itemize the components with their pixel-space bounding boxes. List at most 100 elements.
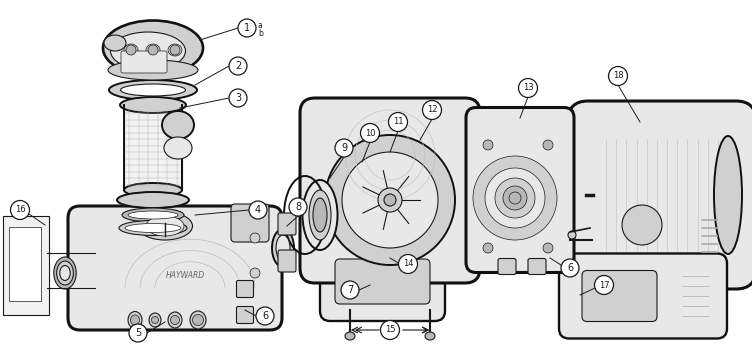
FancyBboxPatch shape: [68, 206, 282, 330]
Circle shape: [485, 168, 545, 228]
Ellipse shape: [149, 313, 161, 327]
Circle shape: [483, 243, 493, 253]
Ellipse shape: [128, 311, 142, 328]
Ellipse shape: [138, 212, 193, 240]
Circle shape: [11, 200, 29, 219]
Circle shape: [495, 178, 535, 218]
Text: 5: 5: [135, 328, 141, 338]
Text: 7: 7: [347, 285, 353, 295]
Text: 6: 6: [262, 311, 268, 321]
Ellipse shape: [345, 332, 355, 340]
Ellipse shape: [128, 211, 178, 219]
Ellipse shape: [120, 84, 186, 96]
FancyBboxPatch shape: [236, 281, 253, 298]
Ellipse shape: [164, 137, 192, 159]
Ellipse shape: [272, 229, 294, 267]
Ellipse shape: [171, 316, 180, 325]
FancyBboxPatch shape: [320, 246, 445, 321]
Text: 16: 16: [15, 206, 26, 215]
Text: 3: 3: [235, 93, 241, 103]
Ellipse shape: [250, 233, 260, 243]
Circle shape: [381, 320, 399, 339]
Circle shape: [518, 79, 538, 98]
Circle shape: [148, 45, 158, 55]
Ellipse shape: [54, 257, 76, 289]
Text: 9: 9: [341, 143, 347, 153]
Circle shape: [561, 259, 579, 277]
Ellipse shape: [168, 312, 182, 328]
Ellipse shape: [151, 317, 159, 324]
Circle shape: [229, 57, 247, 75]
FancyBboxPatch shape: [278, 213, 296, 235]
Ellipse shape: [59, 265, 70, 281]
Circle shape: [360, 124, 380, 143]
Ellipse shape: [309, 190, 331, 240]
Ellipse shape: [119, 220, 187, 236]
Circle shape: [473, 156, 557, 240]
Text: 11: 11: [393, 118, 403, 127]
Ellipse shape: [124, 183, 182, 197]
Ellipse shape: [104, 35, 126, 51]
Ellipse shape: [276, 235, 290, 261]
FancyBboxPatch shape: [559, 254, 727, 338]
Ellipse shape: [109, 80, 197, 100]
FancyBboxPatch shape: [335, 259, 430, 304]
Circle shape: [595, 275, 614, 294]
Circle shape: [423, 100, 441, 119]
Ellipse shape: [714, 136, 742, 254]
Text: 14: 14: [403, 260, 414, 268]
Ellipse shape: [122, 208, 184, 222]
Text: 12: 12: [426, 106, 437, 115]
FancyBboxPatch shape: [124, 105, 182, 190]
FancyBboxPatch shape: [231, 204, 269, 242]
Ellipse shape: [250, 268, 260, 278]
Circle shape: [543, 243, 553, 253]
Circle shape: [389, 112, 408, 131]
Text: a: a: [258, 21, 262, 30]
Ellipse shape: [125, 224, 181, 233]
Ellipse shape: [302, 180, 338, 250]
Circle shape: [256, 307, 274, 325]
Text: 1: 1: [244, 23, 250, 33]
Ellipse shape: [103, 20, 203, 75]
FancyBboxPatch shape: [466, 108, 574, 273]
Ellipse shape: [146, 216, 184, 236]
Ellipse shape: [313, 198, 327, 232]
Text: 4: 4: [255, 205, 261, 215]
Text: 13: 13: [523, 83, 533, 92]
Text: HAYWARD: HAYWARD: [165, 272, 205, 281]
Ellipse shape: [162, 111, 194, 139]
FancyBboxPatch shape: [3, 216, 49, 315]
Text: b: b: [258, 28, 263, 37]
FancyBboxPatch shape: [568, 101, 752, 289]
Circle shape: [483, 140, 493, 150]
Ellipse shape: [56, 261, 74, 285]
Text: 17: 17: [599, 281, 609, 290]
Text: 8: 8: [295, 202, 301, 212]
Circle shape: [341, 281, 359, 299]
Circle shape: [622, 205, 662, 245]
Circle shape: [126, 45, 136, 55]
FancyBboxPatch shape: [582, 271, 657, 321]
Ellipse shape: [111, 32, 186, 70]
Text: 6: 6: [567, 263, 573, 273]
Circle shape: [289, 198, 307, 216]
Text: 15: 15: [385, 326, 396, 335]
FancyBboxPatch shape: [236, 307, 253, 324]
Ellipse shape: [120, 97, 186, 113]
Circle shape: [249, 201, 267, 219]
FancyBboxPatch shape: [528, 258, 546, 274]
Text: 10: 10: [365, 128, 375, 137]
FancyBboxPatch shape: [121, 51, 167, 73]
Ellipse shape: [190, 311, 206, 329]
Ellipse shape: [124, 44, 138, 56]
Circle shape: [238, 19, 256, 37]
Circle shape: [384, 194, 396, 206]
Text: 2: 2: [235, 61, 241, 71]
Circle shape: [325, 135, 455, 265]
Ellipse shape: [117, 192, 189, 208]
Circle shape: [170, 45, 180, 55]
Circle shape: [399, 255, 417, 273]
Ellipse shape: [193, 315, 204, 326]
Ellipse shape: [425, 332, 435, 340]
